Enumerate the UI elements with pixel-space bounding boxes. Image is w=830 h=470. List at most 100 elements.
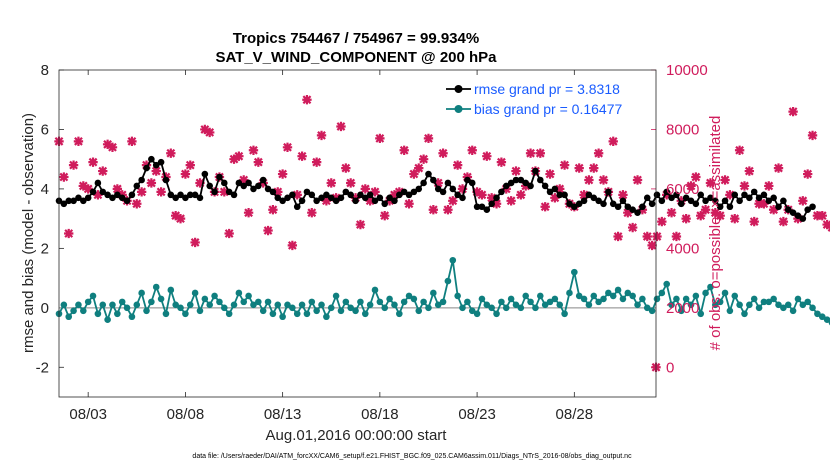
bias-point xyxy=(259,307,267,315)
rmse-point xyxy=(405,191,413,199)
rmse-point xyxy=(352,197,359,205)
obs-marker xyxy=(589,163,599,173)
bias-point xyxy=(551,295,559,303)
rmse-point xyxy=(575,200,583,208)
bias-point xyxy=(721,289,729,297)
bias-point xyxy=(186,301,194,309)
rmse-point xyxy=(755,194,763,202)
obs-marker xyxy=(817,210,827,221)
bias-point xyxy=(439,298,447,306)
bias-point xyxy=(342,298,350,306)
bias-point xyxy=(478,295,486,303)
y-axis-left-label: rmse and bias (model - observation) xyxy=(20,113,37,353)
rmse-point xyxy=(118,194,126,202)
obs-marker xyxy=(754,199,764,209)
rmse-point xyxy=(580,197,588,205)
bias-point xyxy=(741,310,748,318)
rmse-point xyxy=(658,197,666,205)
obs-marker xyxy=(389,190,400,200)
bias-point xyxy=(327,304,335,312)
bias-point xyxy=(789,307,797,315)
rmse-point xyxy=(483,206,491,214)
obs-marker xyxy=(316,130,327,141)
rmse-point xyxy=(60,200,68,208)
bias-point xyxy=(225,310,233,318)
bias-point xyxy=(410,295,418,303)
obs-marker xyxy=(375,133,385,144)
bias-point xyxy=(614,286,622,294)
obs-marker xyxy=(623,208,633,218)
obs-marker xyxy=(739,181,750,191)
rmse-point xyxy=(517,176,525,184)
rmse-point xyxy=(765,197,773,205)
bias-point xyxy=(750,295,758,303)
rmse-point xyxy=(643,194,651,202)
bias-point xyxy=(619,295,627,303)
rmse-point xyxy=(741,191,748,199)
obs-marker xyxy=(807,130,818,141)
rmse-point xyxy=(376,194,384,202)
bias-point xyxy=(313,307,320,315)
obs-marker xyxy=(156,187,166,197)
bias-point xyxy=(707,283,714,291)
obs-marker xyxy=(83,184,93,194)
bias-point xyxy=(784,301,792,309)
rmse-point xyxy=(794,212,802,219)
rmse-point xyxy=(746,194,753,202)
rmse-point xyxy=(420,179,427,187)
bias-point xyxy=(420,298,427,306)
obs-marker xyxy=(608,136,618,147)
rmse-point xyxy=(527,182,534,190)
bias-point xyxy=(109,301,116,309)
bias-point xyxy=(80,307,87,315)
rmse-point xyxy=(551,185,559,193)
rmse-point xyxy=(488,200,495,208)
bias-point xyxy=(575,292,583,300)
rmse-point xyxy=(396,191,403,199)
bias-point xyxy=(70,307,77,315)
obs-marker xyxy=(657,216,667,227)
bias-point xyxy=(823,316,830,324)
obs-marker xyxy=(287,240,298,251)
rmse-point xyxy=(308,191,316,199)
rmse-point xyxy=(75,194,82,202)
rmse-point xyxy=(478,203,486,211)
rmse-point xyxy=(707,194,714,202)
rmse-point xyxy=(799,215,807,222)
rmse-point xyxy=(784,206,792,214)
legend-bias-marker xyxy=(454,105,463,113)
bias-point xyxy=(468,307,476,315)
legend-box xyxy=(443,78,649,120)
footer-data-file: data file: /Users/raeder/DAI/ATM_forcXX/… xyxy=(192,453,632,460)
bias-point xyxy=(726,307,734,315)
rmse-point xyxy=(386,194,393,202)
rmse-point xyxy=(148,155,155,163)
obs-marker xyxy=(297,151,307,161)
bias-point xyxy=(425,304,432,312)
rmse-point xyxy=(284,194,291,202)
rmse-point xyxy=(410,188,418,196)
obs-marker xyxy=(482,151,492,161)
bias-point xyxy=(220,304,228,312)
obs-marker xyxy=(360,184,370,194)
obs-marker xyxy=(472,187,482,197)
obs-marker xyxy=(263,225,273,236)
bias-point xyxy=(502,304,510,312)
rmse-point xyxy=(250,185,257,193)
rmse-point xyxy=(653,191,661,199)
obs-marker xyxy=(365,196,375,206)
rmse-point xyxy=(94,179,102,187)
obs-marker xyxy=(93,190,103,200)
obs-marker xyxy=(107,142,118,152)
rmse-point xyxy=(206,182,214,190)
bias-point xyxy=(716,298,724,306)
rmse-point xyxy=(332,197,340,205)
y-right-tick-label: 4000 xyxy=(666,240,699,257)
rmse-point xyxy=(430,176,437,184)
y-left-tick-label: 2 xyxy=(41,240,49,257)
bias-point xyxy=(206,301,214,309)
rmse-point xyxy=(172,194,179,202)
rmse-point xyxy=(697,191,705,199)
bias-point xyxy=(366,301,374,309)
bias-point xyxy=(143,307,150,315)
